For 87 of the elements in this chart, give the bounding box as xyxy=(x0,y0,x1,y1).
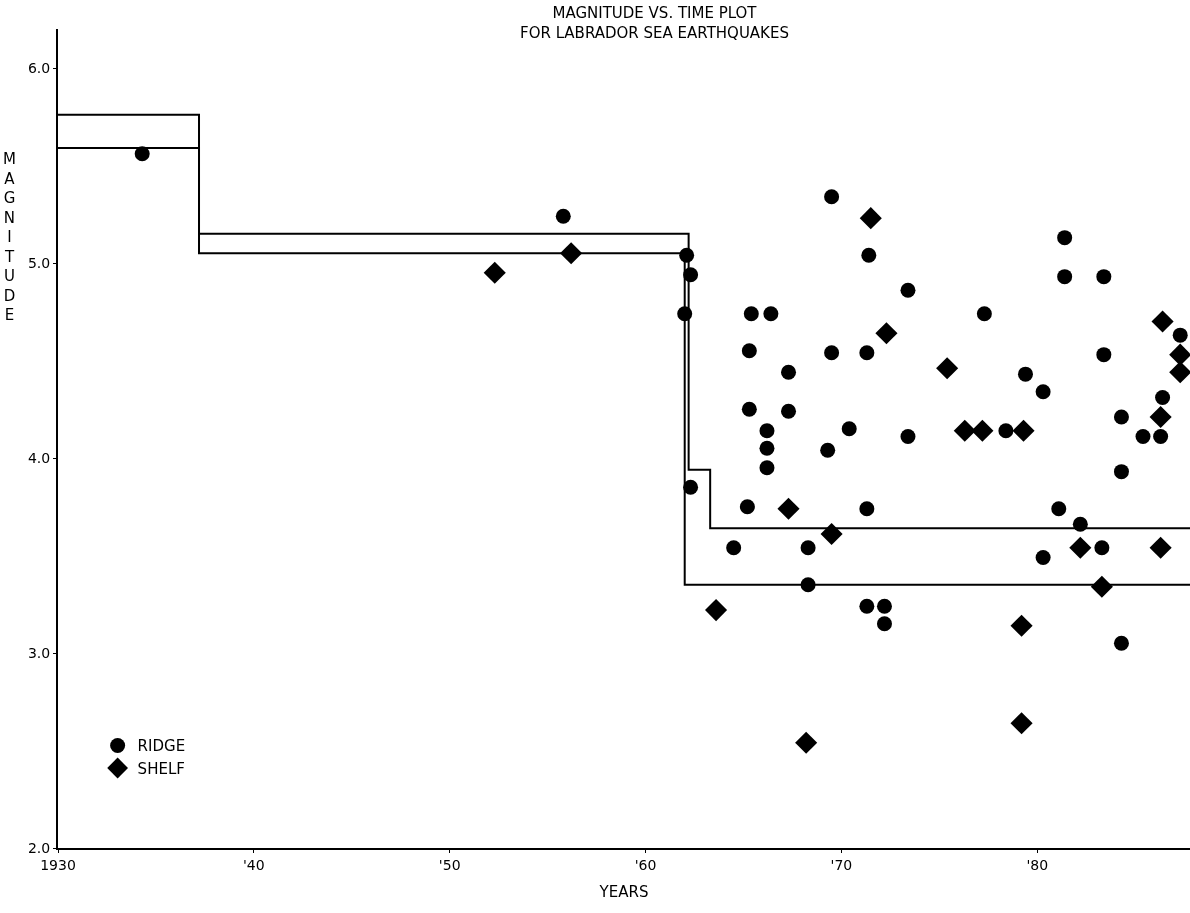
legend-label: SHELF xyxy=(137,759,185,778)
point xyxy=(1035,384,1051,400)
point xyxy=(1113,464,1129,480)
x-tick-label: '40 xyxy=(243,856,265,873)
point xyxy=(795,731,818,754)
point xyxy=(1010,712,1033,735)
point xyxy=(800,540,816,556)
point xyxy=(936,357,959,380)
point xyxy=(859,501,875,517)
point xyxy=(781,364,797,380)
point xyxy=(1113,635,1129,651)
point xyxy=(971,419,994,442)
point xyxy=(1169,361,1190,384)
point xyxy=(741,401,757,417)
point xyxy=(555,208,571,224)
x-tick-label: '60 xyxy=(634,856,657,873)
point xyxy=(859,207,882,230)
point xyxy=(820,442,836,458)
point xyxy=(1072,516,1088,532)
point xyxy=(683,479,699,495)
point xyxy=(1035,549,1051,565)
point xyxy=(743,306,759,322)
point xyxy=(1018,366,1033,382)
point xyxy=(560,242,583,265)
legend-label: RIDGE xyxy=(137,737,186,756)
point xyxy=(953,419,976,442)
point xyxy=(1151,310,1174,333)
point xyxy=(876,616,892,632)
point xyxy=(777,497,800,520)
point xyxy=(741,343,757,359)
y-tick-label: 4.0 xyxy=(27,449,51,466)
point xyxy=(1057,269,1073,285)
point xyxy=(1169,343,1190,366)
x-tick-label: '70 xyxy=(830,856,853,873)
point xyxy=(998,423,1014,439)
point xyxy=(1113,409,1129,425)
point xyxy=(1096,269,1112,285)
x-tick-label: '80 xyxy=(1026,856,1049,873)
point xyxy=(1010,614,1033,637)
point xyxy=(759,440,775,456)
point xyxy=(1153,429,1169,445)
point xyxy=(820,523,843,546)
point xyxy=(759,423,775,439)
point xyxy=(824,345,840,361)
point xyxy=(683,267,699,283)
point xyxy=(483,261,506,284)
point xyxy=(1090,575,1113,598)
point xyxy=(800,577,816,593)
point xyxy=(1094,540,1110,556)
y-tick-label: 3.0 xyxy=(27,644,51,661)
point xyxy=(859,598,875,614)
point xyxy=(900,282,916,298)
point xyxy=(1149,536,1172,559)
point xyxy=(759,460,775,476)
point xyxy=(824,189,840,205)
x-tick-label: '50 xyxy=(438,856,461,873)
point xyxy=(677,306,693,322)
x-tick-label: 1930 xyxy=(40,856,76,873)
point xyxy=(763,306,779,322)
y-tick-label: 6.0 xyxy=(27,59,51,76)
point xyxy=(1096,347,1112,363)
chart-title: MAGNITUDE VS. TIME PLOT FOR LABRADOR SEA EARTHQUAKES xyxy=(520,4,789,42)
point xyxy=(781,403,797,419)
point xyxy=(726,540,742,556)
y-tick-label: 2.0 xyxy=(27,839,51,856)
point xyxy=(861,247,877,263)
text: MAGNITUDE xyxy=(3,150,16,324)
point xyxy=(739,499,755,515)
point xyxy=(976,306,992,322)
point xyxy=(1051,501,1067,517)
point xyxy=(1149,406,1172,429)
point xyxy=(1057,230,1073,246)
point xyxy=(859,345,875,361)
point xyxy=(841,421,857,437)
point xyxy=(875,322,898,345)
point xyxy=(1012,419,1035,442)
point xyxy=(900,429,916,445)
point xyxy=(1155,390,1171,406)
point xyxy=(1172,327,1188,343)
y-tick-label: 5.0 xyxy=(27,254,51,271)
point xyxy=(1069,536,1092,559)
x-axis-title: YEARS xyxy=(598,883,649,902)
point xyxy=(876,598,892,614)
point xyxy=(134,146,150,162)
point xyxy=(705,599,728,622)
point xyxy=(679,247,695,263)
point xyxy=(1135,429,1151,445)
